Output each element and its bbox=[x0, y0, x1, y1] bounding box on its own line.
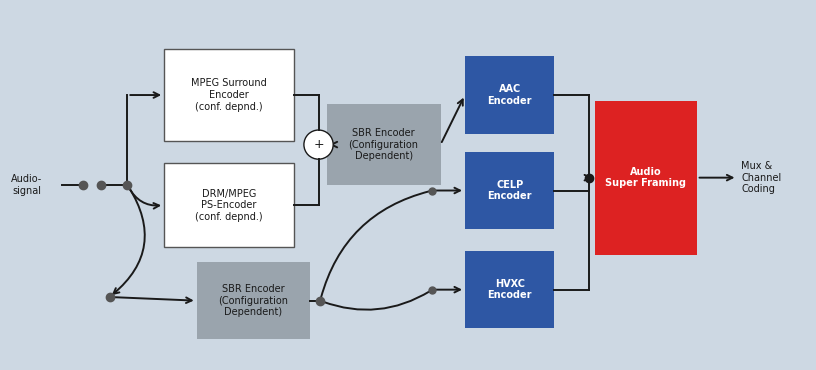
Text: DRM/MPEG
PS-Encoder
(conf. depnd.): DRM/MPEG PS-Encoder (conf. depnd.) bbox=[195, 189, 263, 222]
FancyBboxPatch shape bbox=[465, 152, 554, 229]
Text: +: + bbox=[313, 138, 324, 151]
FancyBboxPatch shape bbox=[164, 49, 294, 141]
Text: Audio
Super Framing: Audio Super Framing bbox=[605, 167, 686, 188]
Text: Audio-
signal: Audio- signal bbox=[11, 174, 42, 196]
Text: AAC
Encoder: AAC Encoder bbox=[487, 84, 532, 106]
FancyBboxPatch shape bbox=[197, 262, 310, 339]
FancyArrowPatch shape bbox=[323, 291, 430, 310]
FancyBboxPatch shape bbox=[595, 101, 697, 255]
Text: CELP
Encoder: CELP Encoder bbox=[487, 180, 532, 201]
Text: MPEG Surround
Encoder
(conf. depnd.): MPEG Surround Encoder (conf. depnd.) bbox=[191, 78, 267, 112]
FancyArrowPatch shape bbox=[321, 191, 430, 298]
FancyArrowPatch shape bbox=[113, 187, 144, 294]
Text: Mux &
Channel
Coding: Mux & Channel Coding bbox=[742, 161, 782, 194]
FancyBboxPatch shape bbox=[465, 251, 554, 328]
Text: SBR Encoder
(Configuration
Dependent): SBR Encoder (Configuration Dependent) bbox=[348, 128, 419, 161]
FancyArrowPatch shape bbox=[129, 188, 159, 209]
FancyBboxPatch shape bbox=[164, 163, 294, 248]
FancyBboxPatch shape bbox=[465, 57, 554, 134]
Ellipse shape bbox=[304, 130, 333, 159]
FancyBboxPatch shape bbox=[326, 104, 441, 185]
Text: HVXC
Encoder: HVXC Encoder bbox=[487, 279, 532, 300]
Text: SBR Encoder
(Configuration
Dependent): SBR Encoder (Configuration Dependent) bbox=[219, 284, 289, 317]
